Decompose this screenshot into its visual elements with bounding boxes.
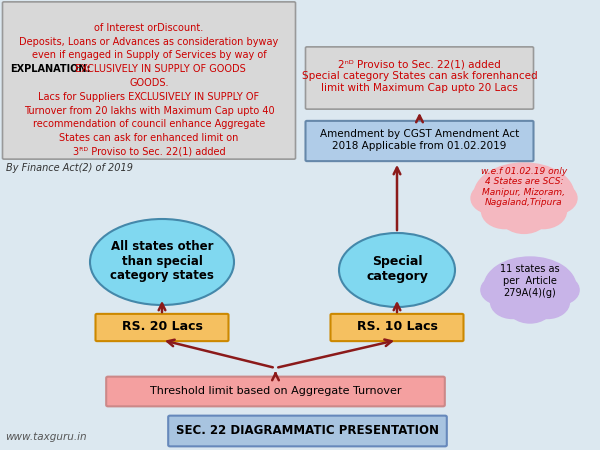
Ellipse shape [520,194,566,229]
FancyBboxPatch shape [305,47,533,109]
Text: RS. 10 Lacs: RS. 10 Lacs [356,320,437,333]
Text: Lacs for Suppliers EXCLUSIVELY IN SUPPLY OF: Lacs for Suppliers EXCLUSIVELY IN SUPPLY… [38,92,260,102]
Ellipse shape [90,219,234,305]
Text: EXCLUSIVELY IN SUPPLY OF GOODS: EXCLUSIVELY IN SUPPLY OF GOODS [72,64,246,74]
Ellipse shape [541,275,579,304]
Text: EXPLANATION:: EXPLANATION: [10,64,91,74]
Text: All states other
than special
category states: All states other than special category s… [110,239,214,283]
Ellipse shape [339,233,455,307]
Ellipse shape [536,183,577,214]
Text: Turnover from 20 lakhs with Maximum Cap upto 40: Turnover from 20 lakhs with Maximum Cap … [23,106,274,116]
Ellipse shape [481,275,520,304]
Text: recommendation of council enhance Aggregate: recommendation of council enhance Aggreg… [33,119,265,130]
FancyBboxPatch shape [331,314,464,341]
FancyBboxPatch shape [168,416,447,446]
Ellipse shape [499,196,549,234]
Text: w.e.f 01.02.19 only
4 States are SCS:
Manipur, Mizoram,
Nagaland,Tripura: w.e.f 01.02.19 only 4 States are SCS: Ma… [481,167,567,207]
Text: even if engaged in Supply of Services by way of: even if engaged in Supply of Services by… [32,50,266,60]
FancyBboxPatch shape [2,2,296,159]
Text: Amendment by CGST Amendment Act
2018 Applicable from 01.02.2019: Amendment by CGST Amendment Act 2018 App… [320,129,519,151]
Text: GOODS.: GOODS. [129,78,169,88]
Text: By Finance Act(2) of 2019: By Finance Act(2) of 2019 [6,163,133,173]
Text: of Interest orDiscount.: of Interest orDiscount. [94,23,203,33]
Ellipse shape [526,285,569,319]
Ellipse shape [482,194,529,229]
Text: 3ᴿᴰ Proviso to Sec. 22(1) added: 3ᴿᴰ Proviso to Sec. 22(1) added [73,147,226,157]
Text: www.taxguru.in: www.taxguru.in [5,432,86,442]
Text: SEC. 22 DIAGRAMMATIC PRESENTATION: SEC. 22 DIAGRAMMATIC PRESENTATION [176,423,439,436]
Text: 11 states as
per  Article
279A(4)(g): 11 states as per Article 279A(4)(g) [500,265,560,297]
Text: Threshold limit based on Aggregate Turnover: Threshold limit based on Aggregate Turno… [150,386,401,396]
FancyBboxPatch shape [305,121,533,161]
Text: Special
category: Special category [366,255,428,283]
Ellipse shape [471,183,512,214]
Ellipse shape [484,257,576,317]
Text: 2ⁿᴰ Proviso to Sec. 22(1) added
Special category States can ask forenhanced
limi: 2ⁿᴰ Proviso to Sec. 22(1) added Special … [302,59,538,93]
Text: Deposits, Loans or Advances as consideration byway: Deposits, Loans or Advances as considera… [19,36,278,47]
FancyBboxPatch shape [106,377,445,406]
Ellipse shape [474,163,574,227]
Ellipse shape [507,288,553,323]
Ellipse shape [491,285,535,319]
Text: States can ask for enhanced limit on: States can ask for enhanced limit on [59,133,239,143]
FancyBboxPatch shape [95,314,229,341]
Text: RS. 20 Lacs: RS. 20 Lacs [122,320,202,333]
